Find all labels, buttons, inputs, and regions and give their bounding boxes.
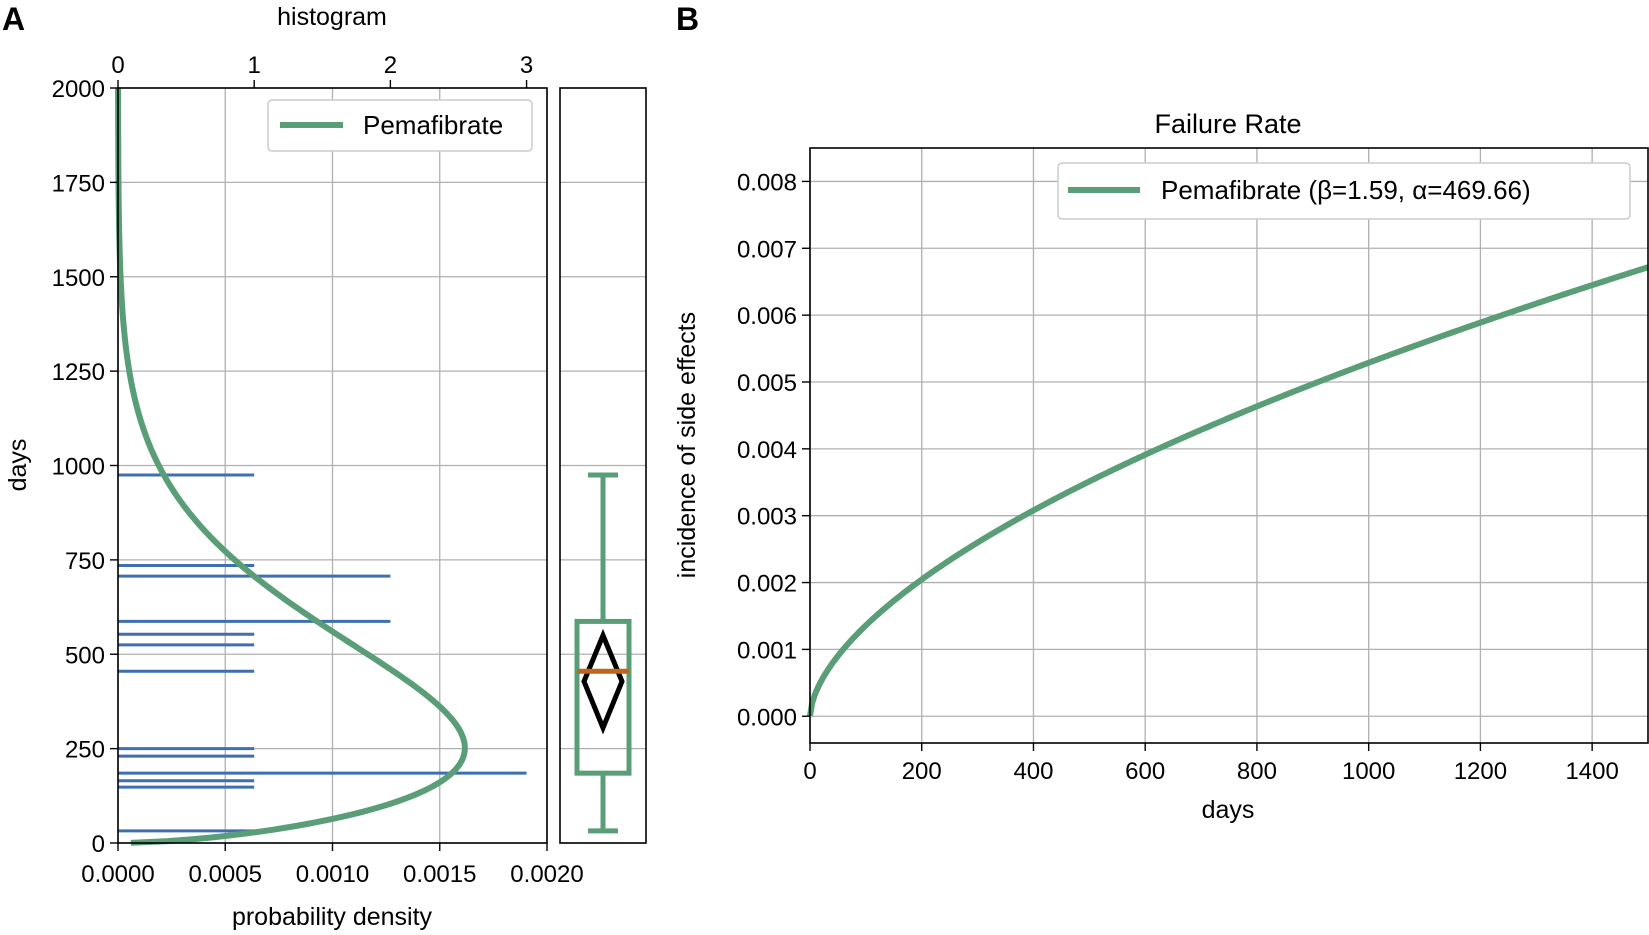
panel-b-y-tick-label: 0.000 (737, 704, 797, 731)
panel-a-label: A (2, 1, 25, 37)
panel-b-x-tick-label: 800 (1237, 758, 1277, 785)
panel-a-top-tick-label: 2 (384, 52, 397, 79)
panel-a-legend: Pemafibrate (267, 99, 533, 152)
panel-b-x-tick-label: 1200 (1454, 758, 1507, 785)
panel-a-top-tick-label: 1 (248, 52, 261, 79)
panel-a-y-tick-label: 1750 (52, 170, 105, 197)
panel-a-y-tick-label: 0 (92, 831, 105, 858)
panel-a-legend-label: Pemafibrate (363, 110, 503, 140)
panel-b-x-tick-label: 400 (1013, 758, 1053, 785)
panel-a-y-tick-label: 1500 (52, 265, 105, 292)
panel-b-y-tick-label: 0.006 (737, 303, 797, 330)
panel-b-y-ticks: 0.000 0.001 0.002 0.003 0.004 0.005 0.006 0.007… (737, 169, 810, 731)
panel-a-x-tick-label: 0.0020 (510, 861, 583, 888)
boxplot-frame (559, 87, 647, 844)
panel-a-x-tick-label: 0.0005 (189, 861, 262, 888)
panel-a-y-tick-label: 1000 (52, 454, 105, 481)
panel-a-top-ticks: 0 1 2 3 (111, 52, 533, 88)
panel-a: A 0.0000 0.0005 0.0010 0.0015 0.0020 0 250 500… (2, 1, 584, 931)
panel-a-x-tick-label: 0.0000 (81, 861, 154, 888)
panel-a-y-tick-label: 750 (65, 548, 105, 575)
panel-b-y-tick-label: 0.004 (737, 437, 797, 464)
panel-b-y-tick-label: 0.003 (737, 504, 797, 531)
panel-b-frame (809, 147, 1649, 744)
panel-a-boxplot (559, 87, 647, 844)
panel-a-ylabel: days (4, 439, 32, 492)
panel-a-y-ticks: 0 250 500 750 1000 1250 1500 1750 2000 (52, 76, 118, 858)
panel-b-x-tick-label: 0 (803, 758, 816, 785)
panel-a-top-tick-label: 0 (111, 52, 124, 79)
panel-b-grid (809, 148, 1648, 743)
panel-b-x-ticks: 0 200 400 600 800 1000 1200 1400 (803, 743, 1619, 785)
panel-a-legend-box (267, 99, 533, 152)
panel-b-ylabel: incidence of side effects (673, 312, 701, 578)
panel-a-pdf-curve (115, 88, 468, 846)
panel-a-top-xlabel: histogram (277, 3, 387, 31)
boxplot-box (574, 618, 632, 776)
panel-b-x-tick-label: 1400 (1565, 758, 1618, 785)
boxplot-mean-diamond (581, 628, 625, 735)
panel-b-legend-label: Pemafibrate (β=1.59, α=469.66) (1161, 175, 1531, 205)
panel-a-x-tick-label: 0.0010 (296, 861, 369, 888)
panel-a-top-tick-label: 3 (520, 52, 533, 79)
panel-b-title: Failure Rate (1154, 109, 1301, 139)
panel-b-y-tick-label: 0.005 (737, 370, 797, 397)
boxplot-marks (574, 472, 632, 834)
panel-a-y-tick-label: 2000 (52, 76, 105, 103)
panel-b-hazard-curve (807, 264, 1649, 717)
panel-b-x-tick-label: 200 (902, 758, 942, 785)
panel-b-label: B (676, 1, 699, 37)
panel-b-y-tick-label: 0.007 (737, 236, 797, 263)
panel-b: B Failure Rate 0 200 400 600 800 1000 1200 1400… (673, 1, 1649, 824)
panel-b-y-tick-label: 0.008 (737, 169, 797, 196)
panel-b-y-tick-label: 0.001 (737, 637, 797, 664)
panel-b-y-tick-label: 0.002 (737, 571, 797, 598)
panel-a-x-tick-label: 0.0015 (403, 861, 476, 888)
panel-b-x-tick-label: 600 (1125, 758, 1165, 785)
panel-a-histogram (118, 473, 527, 833)
panel-a-y-tick-label: 500 (65, 642, 105, 669)
panel-a-y-tick-label: 1250 (52, 359, 105, 386)
panel-b-legend: Pemafibrate (β=1.59, α=469.66) (1057, 162, 1631, 220)
panel-a-grid (117, 87, 548, 844)
panel-b-x-tick-label: 1000 (1342, 758, 1395, 785)
panel-b-legend-box (1057, 162, 1631, 220)
panel-b-xlabel: days (1202, 796, 1255, 824)
panel-a-xlabel: probability density (232, 903, 433, 931)
panel-a-x-ticks: 0.0000 0.0005 0.0010 0.0015 0.0020 (81, 843, 584, 888)
panel-a-y-tick-label: 250 (65, 737, 105, 764)
